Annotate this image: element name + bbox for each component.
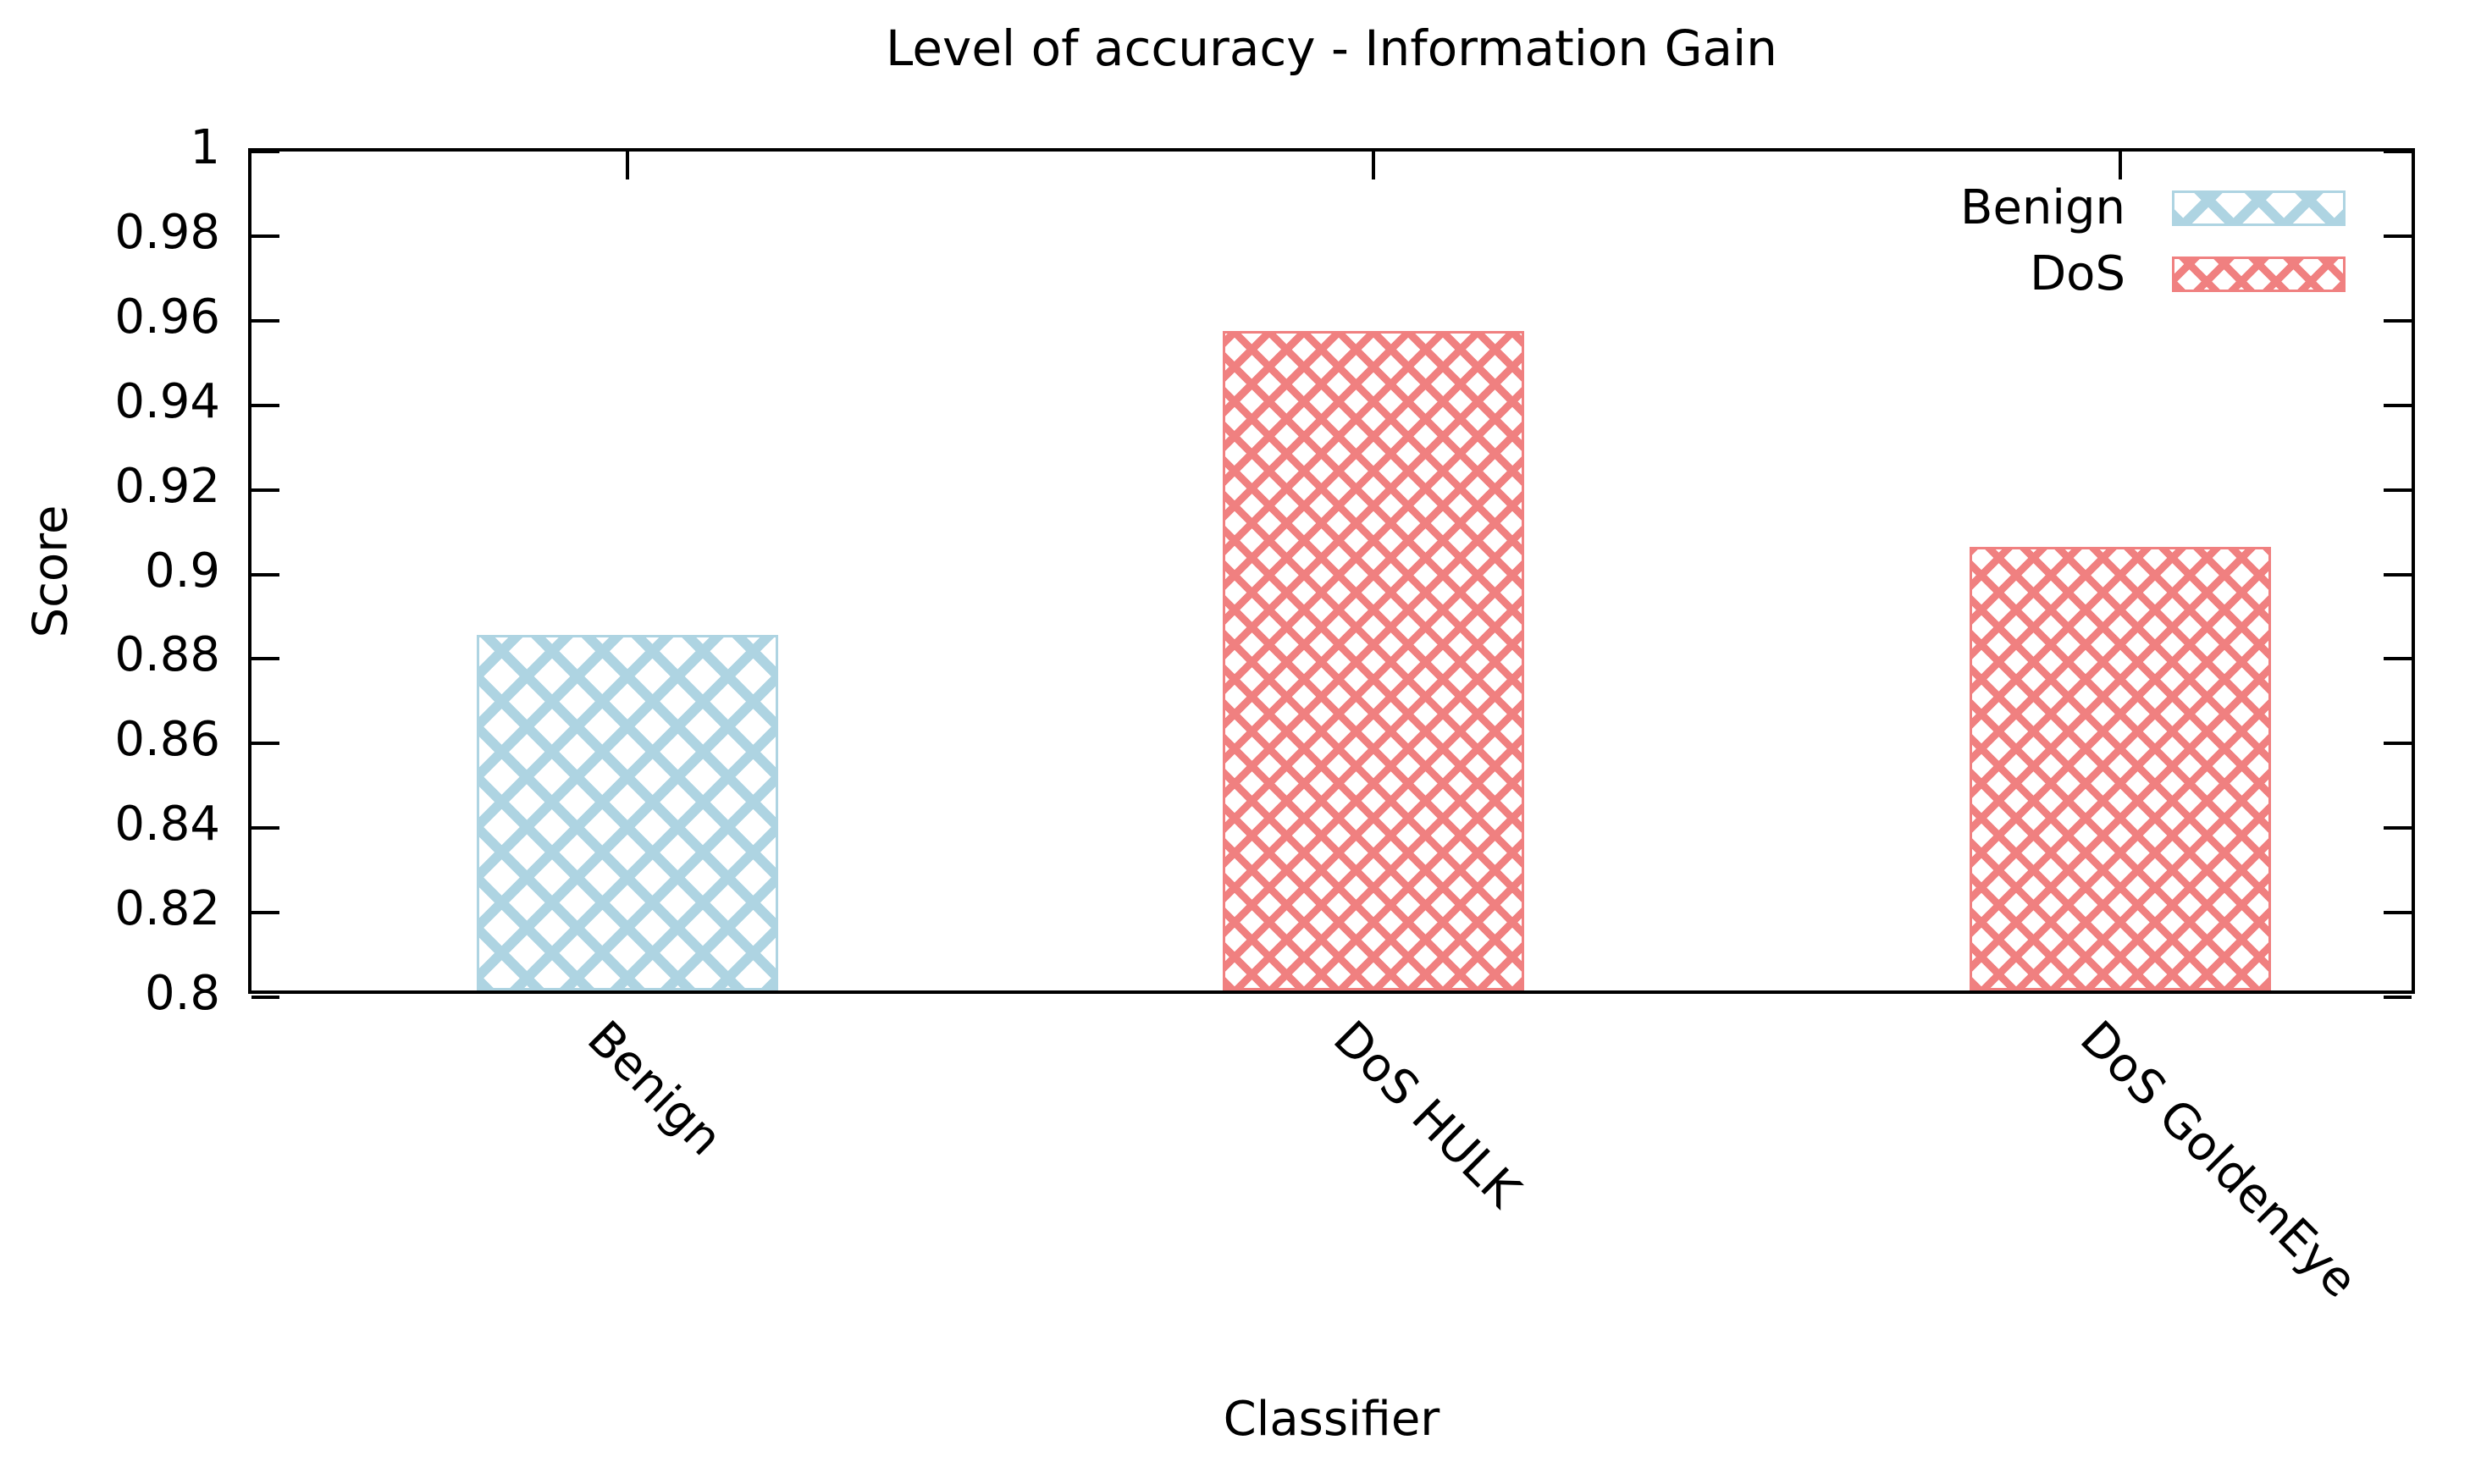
y-tick-mark (251, 742, 279, 746)
legend-swatch-dos-icon (2172, 257, 2346, 292)
y-tick-mark (2384, 996, 2412, 999)
y-tick-label-0.94: 0.94 (114, 373, 220, 429)
y-tick-label-0.92: 0.92 (114, 458, 220, 514)
y-tick-mark (2384, 911, 2412, 915)
x-category-label-benign: Benign (577, 1010, 732, 1167)
x-category-label-dos-goldeneye: DoS GoldenEye (2069, 1010, 2368, 1309)
x-category-label-dos-hulk: DoS HULK (1323, 1010, 1531, 1219)
y-tick-mark (2384, 234, 2412, 238)
y-tick-mark (2384, 742, 2412, 746)
x-tick-mark-top (626, 152, 629, 179)
y-tick-mark (251, 911, 279, 915)
y-tick-label-1: 1 (190, 120, 220, 175)
bar-benign (477, 635, 778, 990)
y-tick-mark (2384, 488, 2412, 492)
y-tick-mark (2384, 572, 2412, 576)
x-tick-mark-top (2119, 152, 2122, 179)
y-tick-mark (251, 488, 279, 492)
x-tick-mark-top (1372, 152, 1375, 179)
y-tick-mark (251, 657, 279, 661)
bar-dos-hulk (1223, 330, 1524, 990)
y-tick-mark (2384, 826, 2412, 830)
plot-area (248, 148, 2415, 999)
y-tick-mark (251, 318, 279, 323)
y-tick-mark (2384, 150, 2412, 153)
y-tick-mark (2384, 657, 2412, 661)
y-tick-label-0.88: 0.88 (114, 627, 220, 683)
legend-row-benign: Benign (1837, 183, 2346, 234)
x-axis-label: Classifier (1223, 1392, 1440, 1447)
y-tick-mark (251, 826, 279, 830)
y-tick-mark (251, 572, 279, 576)
y-tick-label-0.8: 0.8 (144, 966, 220, 1021)
y-tick-label-0.84: 0.84 (114, 797, 220, 852)
y-tick-label-0.82: 0.82 (114, 881, 220, 937)
y-tick-label-0.86: 0.86 (114, 712, 220, 768)
y-tick-mark (251, 996, 279, 999)
bar-dos-goldeneye (1970, 546, 2271, 990)
legend-swatch-benign-icon (2172, 190, 2346, 226)
legend: Benign DoS (1837, 183, 2346, 300)
y-tick-mark (2384, 318, 2412, 323)
y-tick-mark (251, 234, 279, 238)
y-tick-label-0.98: 0.98 (114, 204, 220, 260)
legend-label-benign: Benign (1960, 180, 2125, 235)
y-tick-mark (2384, 403, 2412, 407)
chart-title: Level of accuracy - Information Gain (886, 19, 1777, 77)
y-tick-label-0.96: 0.96 (114, 289, 220, 345)
legend-row-dos: DoS (1837, 249, 2346, 300)
legend-label-dos: DoS (2030, 246, 2125, 301)
y-tick-mark (251, 403, 279, 407)
y-tick-mark (251, 150, 279, 153)
y-tick-label-0.9: 0.9 (144, 543, 220, 599)
